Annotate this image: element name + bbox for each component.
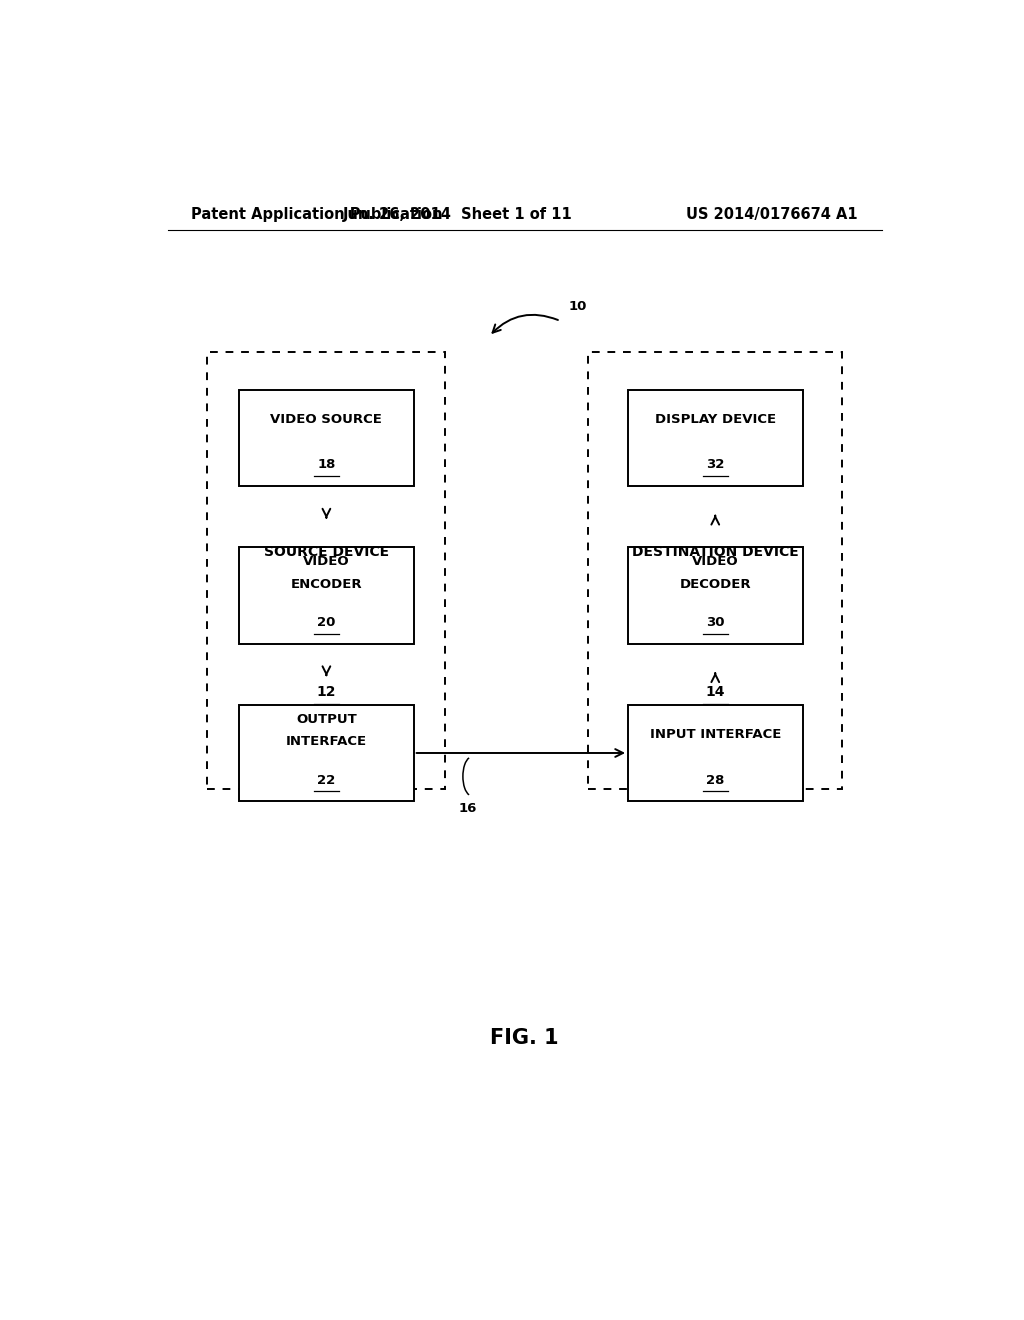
Text: 32: 32 [707,458,724,471]
Text: DISPLAY DEVICE: DISPLAY DEVICE [654,413,776,426]
Text: VIDEO SOURCE: VIDEO SOURCE [270,413,382,426]
Text: INPUT INTERFACE: INPUT INTERFACE [649,729,781,742]
Text: VIDEO: VIDEO [692,556,738,569]
Text: 10: 10 [568,300,587,313]
Bar [240,705,414,801]
Text: DECODER: DECODER [680,578,751,591]
Text: 16: 16 [459,801,477,814]
Text: 22: 22 [317,774,336,787]
Text: OUTPUT: OUTPUT [296,713,356,726]
Text: INTERFACE: INTERFACE [286,735,367,748]
Text: 18: 18 [317,458,336,471]
Text: US 2014/0176674 A1: US 2014/0176674 A1 [686,207,858,222]
Text: 12: 12 [316,685,336,700]
Bar [628,548,803,644]
Text: 20: 20 [317,616,336,630]
Bar [207,351,445,788]
Bar [240,548,414,644]
Bar [628,705,803,801]
Text: DESTINATION DEVICE: DESTINATION DEVICE [632,545,799,558]
Text: SOURCE DEVICE: SOURCE DEVICE [264,545,389,558]
Text: 28: 28 [707,774,724,787]
Text: 30: 30 [706,616,725,630]
Text: ENCODER: ENCODER [291,578,362,591]
Bar [588,351,842,788]
Text: FIG. 1: FIG. 1 [490,1027,559,1048]
Text: Patent Application Publication: Patent Application Publication [191,207,443,222]
Text: VIDEO: VIDEO [303,556,350,569]
Bar [240,389,414,486]
Bar [628,389,803,486]
Text: 14: 14 [706,685,725,700]
Text: Jun. 26, 2014  Sheet 1 of 11: Jun. 26, 2014 Sheet 1 of 11 [342,207,572,222]
